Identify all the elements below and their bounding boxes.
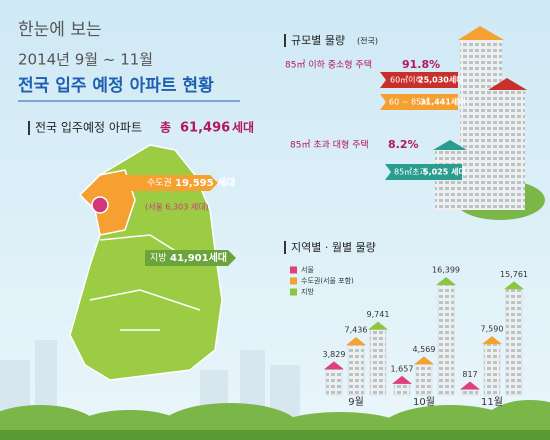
value-label: 1,657 <box>391 364 414 373</box>
value-label: 3,829 <box>323 350 346 359</box>
x-tick-label: 11월 <box>481 396 503 408</box>
tag-60 <box>380 72 458 88</box>
size-note: (전국) <box>357 36 378 46</box>
tag-large-value: 5,025 세대 <box>423 167 466 177</box>
chart-title: 지역별 · 월별 물량 <box>291 241 376 254</box>
large-pct: 8.2% <box>388 138 419 151</box>
period: 2014년 9월 ~ 11월 <box>18 51 153 69</box>
bar <box>325 369 343 396</box>
seoul-value: (서울 6,303 세대) <box>145 203 209 212</box>
capital-tag <box>125 175 218 191</box>
bar <box>483 343 501 396</box>
bar <box>347 344 365 396</box>
legend-label: 지방 <box>301 287 314 296</box>
bullet <box>284 241 286 254</box>
value-label: 7,590 <box>481 325 504 334</box>
total-value: 61,496 <box>180 121 230 136</box>
legend-label: 서울 <box>301 265 314 274</box>
large-label: 85㎡ 초과 대형 주택 <box>290 140 369 151</box>
capital-label: 수도권 <box>147 177 172 189</box>
bar <box>369 329 387 396</box>
bar-roof <box>460 381 480 390</box>
kicker: 한눈에 보는 <box>18 20 102 40</box>
title: 전국 입주 예정 아파트 현황 <box>18 76 214 96</box>
value-label: 15,761 <box>500 270 528 279</box>
ground <box>0 430 550 440</box>
region-value: 41,901세대 <box>170 251 227 264</box>
bar-roof <box>414 356 434 365</box>
legend-swatch <box>290 266 297 274</box>
tag-85-value: 31,441세대 <box>420 97 466 107</box>
x-tick-label: 9월 <box>348 396 364 408</box>
bar <box>415 364 433 396</box>
bar <box>461 389 479 396</box>
x-tick-label: 10월 <box>413 396 435 408</box>
size-title: 규모별 물량 <box>291 34 345 47</box>
bar-roof <box>346 337 366 346</box>
region-label: 지방 <box>150 253 167 264</box>
tag-60-label: 60㎡이하 <box>390 75 424 85</box>
total-unit: 세대 <box>232 120 254 135</box>
bar-roof <box>368 321 388 330</box>
value-label: 16,399 <box>432 266 460 275</box>
size-buildings <box>433 26 527 210</box>
value-label: 9,741 <box>367 310 390 319</box>
small-pct: 91.8% <box>402 58 440 71</box>
tag-large-label: 85㎡초과 <box>394 168 428 177</box>
legend-label: 수도권(서울 포함) <box>301 276 354 285</box>
tag-60-value: 25,030세대 <box>418 75 464 85</box>
value-label: 4,569 <box>413 345 436 354</box>
total-label: 전국 입주예정 아파트 <box>35 121 142 135</box>
bar-roof <box>392 375 412 384</box>
legend-swatch <box>290 288 297 296</box>
tag-85 <box>380 94 458 110</box>
tag-large <box>385 164 462 180</box>
value-label: 7,436 <box>345 326 368 335</box>
tag-85-label: 60 ~ 85㎡ <box>389 98 429 107</box>
value-label: 817 <box>462 370 477 379</box>
bar <box>393 383 411 396</box>
bar-roof <box>324 361 344 370</box>
small-label: 85㎡ 이하 중소형 주택 <box>285 60 372 71</box>
bar <box>505 289 523 396</box>
bullet <box>284 34 286 47</box>
capital-value: 19,595 세대 <box>175 176 235 189</box>
bar-roof <box>436 277 456 285</box>
total-prefix: 총 <box>160 120 171 135</box>
bar <box>437 284 455 396</box>
bar-roof <box>504 281 524 290</box>
region-tag <box>145 250 236 266</box>
legend-swatch <box>290 277 297 285</box>
bar-roof <box>482 336 502 345</box>
bullet <box>28 121 30 135</box>
